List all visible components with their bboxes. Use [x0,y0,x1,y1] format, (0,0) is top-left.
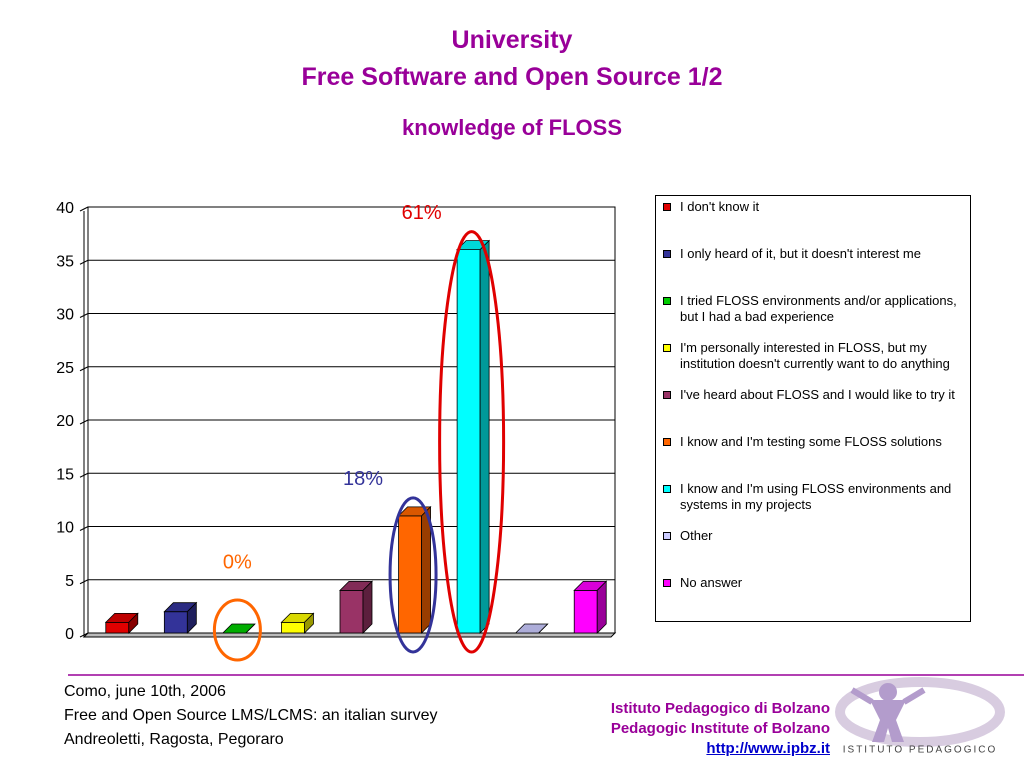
legend-item: Other [663,528,963,544]
institute-name: Istituto Pedagogico di Bolzano [610,700,830,717]
footer-text: Andreoletti, Ragosta, Pegoraro [64,731,284,748]
annotation: 61% [402,202,442,224]
legend-label: I only heard of it, but it doesn't inter… [680,246,921,261]
bar-front [105,621,130,634]
bar [221,623,256,634]
legend-label: I've heard about FLOSS and I would like … [680,387,955,402]
highlight-ellipse [438,230,506,654]
highlight-ellipse [212,598,262,662]
legend-label: I tried FLOSS environments and/or applic… [680,293,957,324]
bar [456,239,491,634]
chart-title: knowledge of FLOSS [401,115,622,140]
bar-front [456,249,481,634]
bar [339,580,373,634]
y-tick-label: 5 [65,573,74,590]
annotation: 0% [223,551,252,573]
bar-side [421,505,431,634]
y-tick-label: 30 [56,307,74,324]
bar-front [573,590,598,634]
bar-front [163,611,188,634]
legend-swatch [663,391,671,399]
bar-side [538,623,548,634]
y-tick-label: 15 [56,466,74,483]
bar-side [479,239,490,634]
bar-side [596,580,607,634]
legend-item: I don't know it [663,199,963,215]
legend-swatch [663,485,671,493]
legend-swatch [663,532,671,540]
legend-swatch [663,579,671,587]
legend-label: I'm personally interested in FLOSS, but … [680,340,950,371]
bar-front [281,621,305,634]
y-tick-label: 40 [56,200,74,217]
bar [280,612,315,634]
bar-side [362,580,373,634]
legend-item: I'm personally interested in FLOSS, but … [663,340,963,372]
legend-item: I tried FLOSS environments and/or applic… [663,293,963,325]
legend-item: I've heard about FLOSS and I would like … [663,387,963,403]
legend-label: No answer [680,575,743,590]
slide-subtitle: Free Software and Open Source 1/2 [301,63,723,91]
legend-item: I know and I'm testing some FLOSS soluti… [663,434,963,450]
institute-name: Pedagogic Institute of Bolzano [610,720,830,737]
bar-side [186,601,197,634]
legend-label: I know and I'm using FLOSS environments … [680,481,952,512]
bar [573,580,608,634]
logo [835,677,1005,747]
legend-label: I don't know it [680,199,760,214]
legend-item: No answer [663,575,963,591]
slide-title: University [451,26,573,54]
plot-floor [82,632,617,638]
legend: I don't know it I only heard of it, but i… [655,195,971,622]
bar [397,505,432,634]
legend-swatch [663,438,671,446]
highlight-ellipse [388,496,438,654]
logo-text: ISTITUTO PEDAGOGICO [843,745,998,756]
bar [163,601,198,634]
bar-side [128,612,139,634]
footer-text: Free and Open Source LMS/LCMS: an italia… [64,707,438,724]
y-tick-label: 35 [56,253,74,270]
legend-label: I know and I'm testing some FLOSS soluti… [680,434,942,449]
annotation: 18% [343,468,383,490]
legend-swatch [663,250,671,258]
legend-swatch [663,203,671,211]
footer-text: Como, june 10th, 2006 [64,683,226,700]
bar-side [245,623,256,634]
bar-front [339,590,364,634]
y-tick-label: 20 [56,413,74,430]
legend-swatch [663,297,671,305]
y-tick [79,206,89,212]
y-tick-label: 25 [56,360,74,377]
legend-swatch [663,344,671,352]
legend-label: Other [680,528,713,543]
institute-link[interactable]: http://www.ipbz.it [706,740,830,757]
bar [104,612,139,634]
legend-item: I know and I'm using FLOSS environments … [663,481,963,513]
y-tick-label: 0 [65,626,74,643]
bar-front [398,515,422,634]
bar-side [304,612,314,634]
y-tick-label: 10 [56,520,74,537]
bar [514,623,549,634]
legend-item: I only heard of it, but it doesn't inter… [663,246,963,262]
